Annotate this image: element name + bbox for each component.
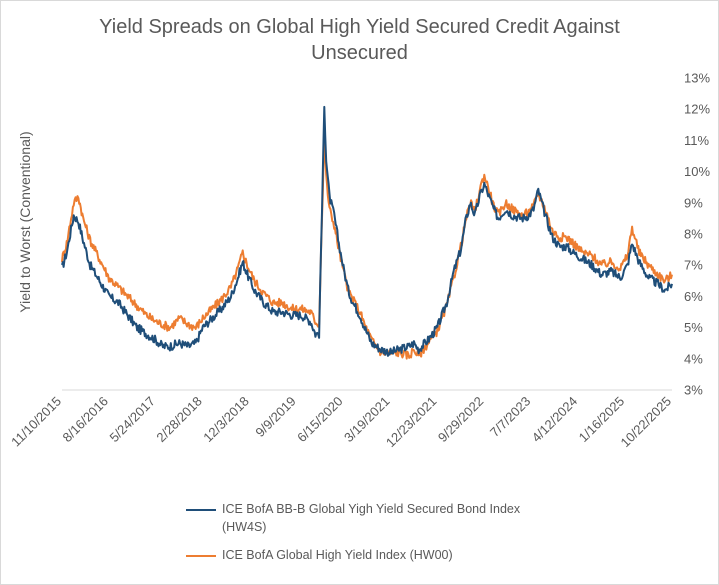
chart-title: Yield Spreads on Global High Yield Secur…	[0, 14, 719, 66]
y-tick-label: 11%	[684, 133, 709, 148]
y-tick-label: 4%	[684, 351, 703, 366]
chart-title-line-2: Unsecured	[311, 42, 408, 64]
series-line-hw00	[61, 127, 673, 360]
legend-item-hw4s: ICE BofA BB-B Global Yigh Yield Secured …	[186, 500, 566, 536]
y-tick-label: 7%	[684, 258, 703, 273]
legend: ICE BofA BB-B Global Yigh Yield Secured …	[186, 500, 566, 574]
x-tick-label: 7/7/2023	[487, 394, 533, 440]
x-tick-label: 11/10/2015	[8, 394, 64, 450]
y-tick-label: 8%	[684, 227, 703, 242]
y-tick-label: 10%	[684, 164, 710, 179]
x-tick-label: 12/23/2021	[383, 394, 440, 451]
legend-label-hw00: ICE BofA Global High Yield Index (HW00)	[222, 548, 453, 562]
legend-swatch-hw00	[186, 555, 216, 557]
y-tick-label: 3%	[684, 383, 703, 398]
legend-item-hw00: ICE BofA Global High Yield Index (HW00)	[186, 546, 566, 564]
x-tick-label: 4/12/2024	[529, 394, 581, 446]
x-tick-label: 2/28/2018	[153, 394, 205, 446]
y-tick-label: 9%	[684, 195, 703, 210]
y-tick-label: 6%	[684, 289, 703, 304]
x-tick-label: 12/3/2018	[200, 394, 252, 446]
y-tick-label: 5%	[684, 320, 703, 335]
legend-label-hw4s: ICE BofA BB-B Global Yigh Yield Secured …	[222, 502, 521, 534]
series-line-hw4s	[61, 105, 673, 357]
x-tick-label: 8/16/2016	[60, 394, 112, 446]
x-tick-label: 9/29/2022	[435, 394, 487, 446]
y-tick-label: 13%	[684, 71, 710, 86]
y-tick-label: 12%	[684, 102, 710, 117]
chart-title-line-1: Yield Spreads on Global High Yield Secur…	[99, 16, 620, 38]
legend-swatch-hw4s	[186, 509, 216, 511]
y-axis-label: Yield to Worst (Conventional)	[17, 131, 33, 312]
x-tick-label: 10/22/2025	[617, 394, 674, 451]
x-tick-label: 9/9/2019	[252, 394, 298, 440]
x-tick-label: 6/15/2020	[294, 394, 346, 446]
x-tick-label: 5/24/2017	[106, 394, 158, 446]
